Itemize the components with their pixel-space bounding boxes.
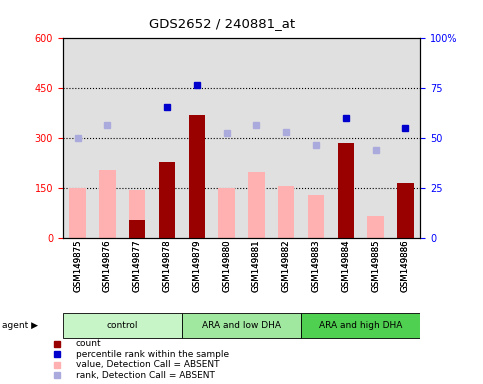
FancyBboxPatch shape xyxy=(182,313,301,338)
FancyBboxPatch shape xyxy=(63,313,182,338)
Text: GSM149875: GSM149875 xyxy=(73,240,82,292)
Bar xyxy=(308,195,324,238)
Text: count: count xyxy=(76,339,101,348)
Text: GSM149880: GSM149880 xyxy=(222,240,231,292)
Bar xyxy=(397,183,413,238)
Text: GSM149881: GSM149881 xyxy=(252,240,261,292)
Bar xyxy=(129,220,145,238)
Text: GSM149883: GSM149883 xyxy=(312,240,320,292)
Text: rank, Detection Call = ABSENT: rank, Detection Call = ABSENT xyxy=(76,371,215,380)
Text: GSM149882: GSM149882 xyxy=(282,240,291,292)
Bar xyxy=(248,172,265,238)
Text: GSM149882: GSM149882 xyxy=(282,240,291,292)
Bar xyxy=(159,162,175,238)
Text: GSM149876: GSM149876 xyxy=(103,240,112,292)
Text: GSM149885: GSM149885 xyxy=(371,240,380,292)
Bar xyxy=(189,115,205,238)
Text: GSM149884: GSM149884 xyxy=(341,240,350,292)
Text: control: control xyxy=(107,321,138,330)
Bar xyxy=(278,187,294,238)
Text: ARA and high DHA: ARA and high DHA xyxy=(319,321,402,330)
Text: GDS2652 / 240881_at: GDS2652 / 240881_at xyxy=(149,17,295,30)
Bar xyxy=(129,190,145,238)
Text: GSM149886: GSM149886 xyxy=(401,240,410,292)
Text: GSM149878: GSM149878 xyxy=(163,240,171,292)
Text: GSM149886: GSM149886 xyxy=(401,240,410,292)
Text: GSM149877: GSM149877 xyxy=(133,240,142,292)
Bar xyxy=(218,188,235,238)
Text: GSM149879: GSM149879 xyxy=(192,240,201,292)
Text: value, Detection Call = ABSENT: value, Detection Call = ABSENT xyxy=(76,360,219,369)
Text: GSM149875: GSM149875 xyxy=(73,240,82,292)
Text: GSM149876: GSM149876 xyxy=(103,240,112,292)
Text: GSM149879: GSM149879 xyxy=(192,240,201,292)
Text: GSM149878: GSM149878 xyxy=(163,240,171,292)
Bar xyxy=(397,183,413,238)
Text: GSM149880: GSM149880 xyxy=(222,240,231,292)
Text: GSM149883: GSM149883 xyxy=(312,240,320,292)
FancyBboxPatch shape xyxy=(301,313,420,338)
Bar xyxy=(70,188,86,238)
Text: percentile rank within the sample: percentile rank within the sample xyxy=(76,350,229,359)
Text: ARA and low DHA: ARA and low DHA xyxy=(202,321,281,330)
Text: agent ▶: agent ▶ xyxy=(2,321,39,330)
Text: GSM149881: GSM149881 xyxy=(252,240,261,292)
Bar xyxy=(99,170,115,238)
Text: GSM149877: GSM149877 xyxy=(133,240,142,292)
Bar xyxy=(368,217,384,238)
Bar xyxy=(338,143,354,238)
Text: GSM149884: GSM149884 xyxy=(341,240,350,292)
Text: GSM149885: GSM149885 xyxy=(371,240,380,292)
